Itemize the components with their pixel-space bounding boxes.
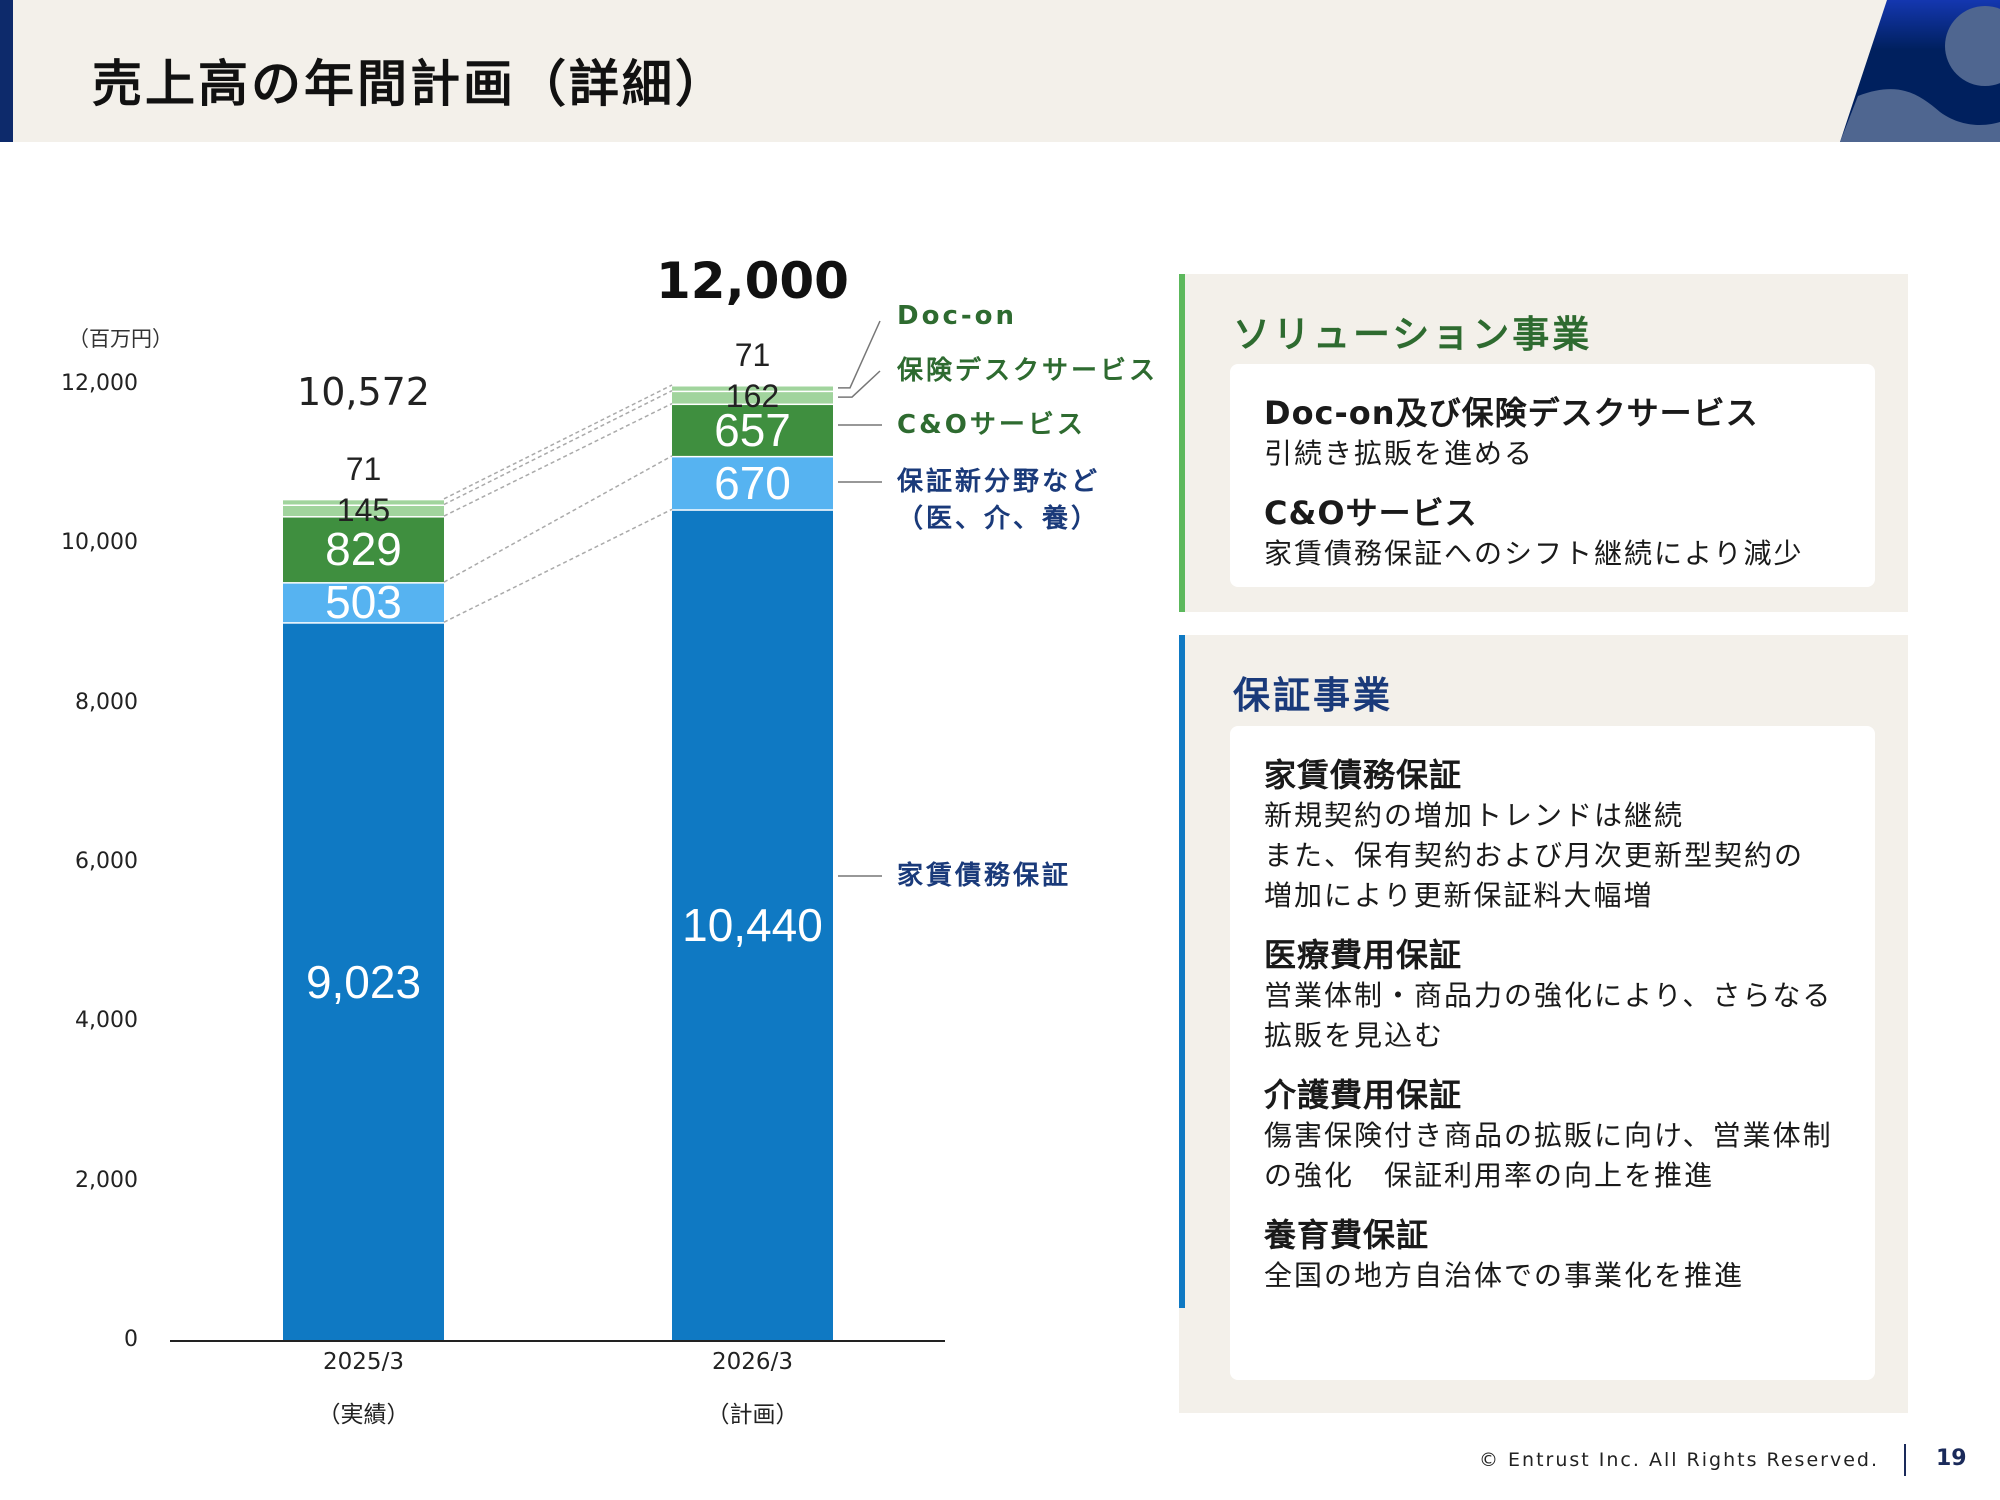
item-text: 営業体制・商品力の強化により、さらなる xyxy=(1264,979,1833,1012)
y-tick-label: 10,000 xyxy=(61,530,138,556)
bar-segment xyxy=(283,517,444,583)
bar-segment xyxy=(283,506,444,517)
total-label: 10,572 xyxy=(297,370,430,414)
bar-segment xyxy=(283,623,444,1341)
item-text: 新規契約の増加トレンドは継続 xyxy=(1264,799,1685,832)
bar-value-label: 10,440 xyxy=(682,899,823,952)
category-label: 2026/3 xyxy=(712,1349,793,1375)
bar-value-label: 829 xyxy=(325,523,402,576)
item-text: 家賃債務保証へのシフト継続により減少 xyxy=(1264,537,1804,570)
connector-line xyxy=(443,402,673,517)
guarantee-card: 家賃債務保証 新規契約の増加トレンドは継続 また、保有契約および月次更新型契約の… xyxy=(1230,726,1875,1380)
category-sublabel: （計画） xyxy=(706,1402,799,1428)
legend-rent-guarantee: 家賃債務保証 xyxy=(897,861,1072,891)
guarantee-panel: 保証事業 家賃債務保証 新規契約の増加トレンドは継続 また、保有契約および月次更… xyxy=(1179,635,1908,1413)
bar-segment xyxy=(672,386,833,391)
item-text: の強化 保証利用率の向上を推進 xyxy=(1264,1159,1715,1192)
bar-value-label: 145 xyxy=(336,491,391,528)
footer-divider xyxy=(1904,1444,1906,1476)
y-tick-label: 0 xyxy=(124,1327,138,1352)
guarantee-panel-title: 保証事業 xyxy=(1233,674,1393,717)
item-text: 全国の地方自治体での事業化を推進 xyxy=(1264,1259,1745,1292)
legend-doc-on: Doc-on xyxy=(897,301,1018,331)
y-axis-unit-label: （百万円） xyxy=(68,327,173,351)
copyright: © Entrust Inc. All Rights Reserved. xyxy=(1479,1449,1879,1471)
solution-panel: ソリューション事業 Doc-on及び保険デスクサービス 引続き拡販を進める C&… xyxy=(1179,274,1908,612)
category-sublabel: （実績） xyxy=(317,1402,410,1428)
y-tick-label: 4,000 xyxy=(75,1008,138,1034)
bar-value-label: 71 xyxy=(734,337,771,373)
bar-segment xyxy=(672,457,833,510)
bar-value-label: 162 xyxy=(725,377,780,414)
guarantee-panel-accent xyxy=(1179,635,1185,1308)
item-heading: Doc-on及び保険デスクサービス xyxy=(1264,394,1759,432)
bar-value-label: 9,023 xyxy=(305,955,422,1008)
bar-value-label: 657 xyxy=(714,403,791,456)
y-tick-label: 8,000 xyxy=(75,689,138,715)
solution-card: Doc-on及び保険デスクサービス 引続き拡販を進める C&Oサービス 家賃債務… xyxy=(1230,364,1875,587)
bar-segment xyxy=(672,392,833,404)
bar-segment xyxy=(672,510,833,1341)
item-text: 引続き拡販を進める xyxy=(1264,437,1535,470)
item-heading: 医療費用保証 xyxy=(1264,936,1463,974)
connector-line xyxy=(443,455,673,583)
item-heading: 家賃債務保証 xyxy=(1264,756,1463,794)
connector-line xyxy=(443,384,673,500)
item-heading: C&Oサービス xyxy=(1264,494,1478,532)
connector-line xyxy=(443,508,673,623)
bar-segment xyxy=(672,405,833,456)
solution-panel-title: ソリューション事業 xyxy=(1233,313,1593,356)
stacked-bar-chart xyxy=(170,320,945,1342)
solution-panel-accent xyxy=(1179,274,1185,612)
legend-new-guarantee-detail: （医、介、養） xyxy=(897,504,1101,534)
page-number: 19 xyxy=(1936,1446,1967,1471)
item-heading: 養育費保証 xyxy=(1264,1216,1430,1254)
bar-value-label: 71 xyxy=(345,450,382,487)
y-tick-label: 12,000 xyxy=(61,371,138,396)
legend-leader-line xyxy=(838,370,881,398)
header-band xyxy=(0,0,2000,142)
legend-leader-line xyxy=(838,320,881,389)
bar-segment xyxy=(283,500,444,505)
header-accent-stripe xyxy=(0,0,13,142)
decorative-logo-graphic xyxy=(1840,0,2000,142)
y-tick-label: 2,000 xyxy=(75,1167,138,1193)
connector-line xyxy=(443,389,673,506)
bar-value-label: 670 xyxy=(714,456,791,509)
item-text: 拡販を見込む xyxy=(1264,1019,1445,1052)
bar-value-label: 503 xyxy=(325,576,402,629)
item-text: また、保有契約および月次更新型契約の xyxy=(1264,839,1805,872)
item-text: 傷害保険付き商品の拡販に向け、営業体制 xyxy=(1264,1119,1833,1152)
category-label: 2025/3 xyxy=(323,1349,404,1375)
total-label: 12,000 xyxy=(656,252,849,310)
item-text: 増加により更新保証料大幅増 xyxy=(1264,879,1654,912)
legend-new-guarantee: 保証新分野など xyxy=(897,467,1101,497)
legend-insurance-desk: 保険デスクサービス xyxy=(897,356,1159,386)
item-heading: 介護費用保証 xyxy=(1264,1076,1463,1114)
bar-segment xyxy=(283,583,444,623)
legend-c-and-o: C&Oサービス xyxy=(897,410,1086,440)
y-tick-label: 6,000 xyxy=(75,849,138,874)
page-title: 売上高の年間計画（詳細） xyxy=(92,55,728,113)
